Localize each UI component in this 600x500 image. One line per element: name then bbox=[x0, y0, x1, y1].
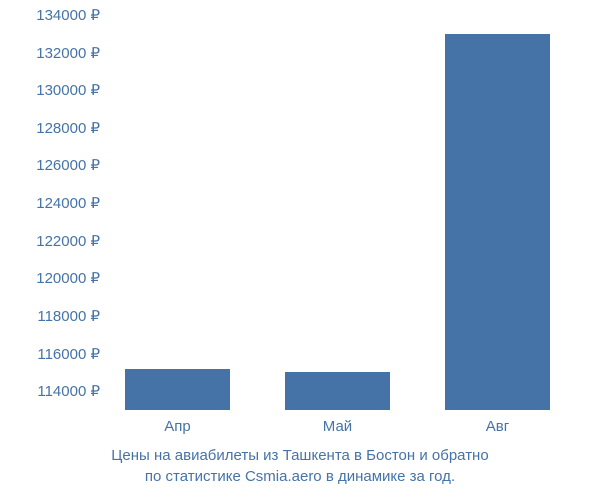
y-tick-label: 114000 ₽ bbox=[37, 382, 100, 400]
y-tick-label: 120000 ₽ bbox=[36, 269, 100, 287]
caption-line-1: Цены на авиабилеты из Ташкента в Бостон … bbox=[111, 447, 488, 464]
y-tick-label: 128000 ₽ bbox=[36, 119, 100, 137]
bar bbox=[125, 369, 230, 410]
y-tick-label: 130000 ₽ bbox=[36, 81, 100, 99]
y-tick-label: 122000 ₽ bbox=[36, 232, 100, 250]
chart-caption: Цены на авиабилеты из Ташкента в Бостон … bbox=[0, 445, 600, 487]
x-tick-label: Май bbox=[323, 418, 352, 435]
price-chart: 114000 ₽ 116000 ₽ 118000 ₽ 120000 ₽ 122000 ₽… bbox=[0, 0, 600, 500]
x-tick-label: Апр bbox=[164, 418, 190, 435]
y-tick-label: 126000 ₽ bbox=[36, 156, 100, 174]
x-tick-label: Авг bbox=[486, 418, 509, 435]
y-tick-label: 124000 ₽ bbox=[36, 194, 100, 212]
y-tick-label: 134000 ₽ bbox=[36, 6, 100, 24]
y-tick-label: 118000 ₽ bbox=[37, 307, 100, 325]
y-tick-label: 116000 ₽ bbox=[37, 345, 100, 363]
plot-area bbox=[105, 15, 585, 410]
y-tick-label: 132000 ₽ bbox=[36, 44, 100, 62]
caption-line-2: по статистике Csmia.aero в динамике за г… bbox=[145, 468, 455, 485]
bar bbox=[445, 34, 550, 410]
bar bbox=[285, 372, 390, 410]
